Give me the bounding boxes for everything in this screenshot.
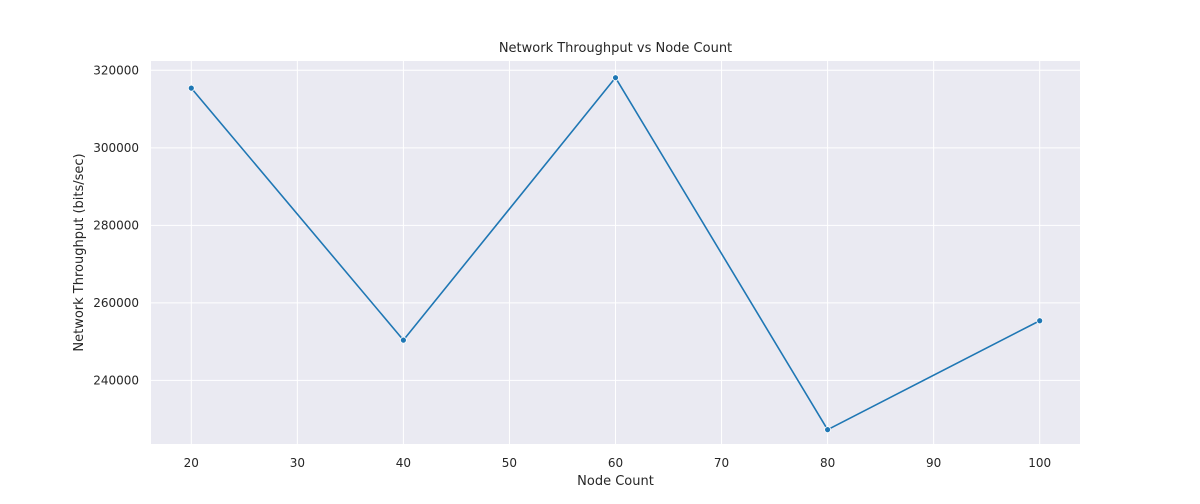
x-tick-label: 80 <box>820 456 835 470</box>
y-tick-label: 260000 <box>93 296 139 310</box>
x-tick-label: 100 <box>1028 456 1051 470</box>
x-tick-label: 40 <box>396 456 411 470</box>
y-axis-ticks: 240000 260000 280000 300000 320000 <box>93 63 139 387</box>
y-axis-label: Network Throughput (bits/sec) <box>72 153 87 351</box>
data-point <box>399 336 407 344</box>
x-tick-label: 50 <box>502 456 517 470</box>
x-tick-label: 70 <box>714 456 729 470</box>
x-axis-label: Node Count <box>577 474 654 489</box>
x-tick-label: 60 <box>608 456 623 470</box>
y-tick-label: 300000 <box>93 141 139 155</box>
chart-title: Network Throughput vs Node Count <box>499 41 732 56</box>
x-axis-ticks: 20 30 40 50 60 70 80 90 100 <box>184 456 1051 470</box>
data-point <box>612 74 619 82</box>
x-tick-label: 20 <box>184 456 199 470</box>
data-point <box>824 426 832 434</box>
data-point <box>187 84 195 92</box>
y-tick-label: 240000 <box>93 373 139 387</box>
x-tick-label: 30 <box>290 456 305 470</box>
series-layer <box>187 74 1044 434</box>
x-tick-label: 90 <box>926 456 941 470</box>
data-point <box>1036 317 1044 325</box>
y-tick-label: 320000 <box>93 63 139 77</box>
y-tick-label: 280000 <box>93 218 139 232</box>
